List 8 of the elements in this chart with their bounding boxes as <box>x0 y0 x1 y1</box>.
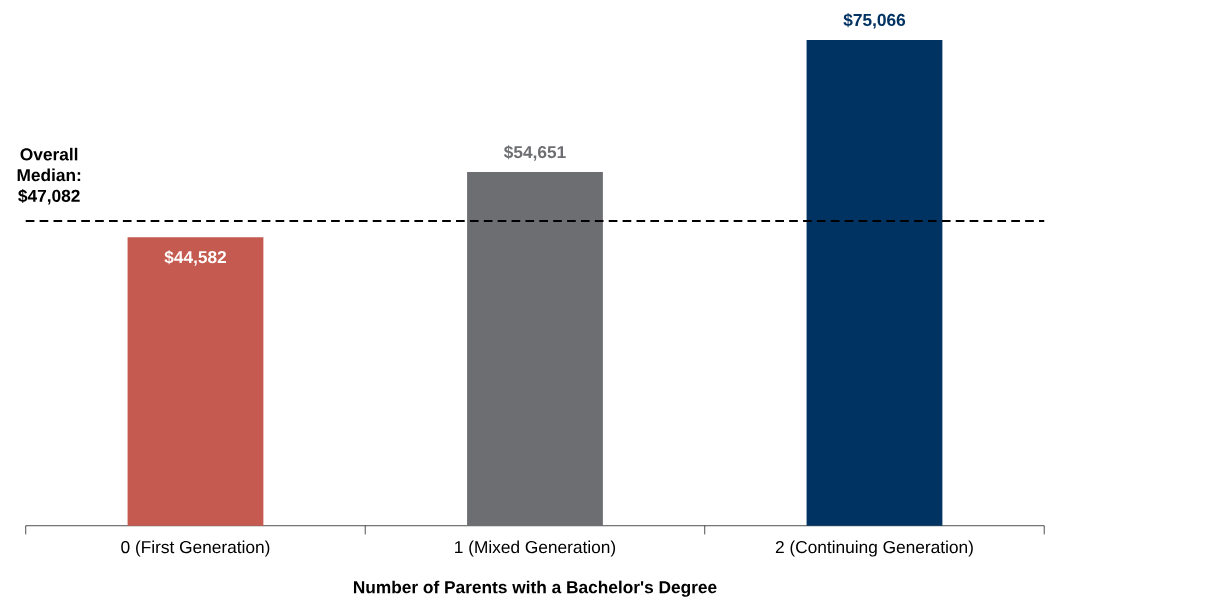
ref-line-label: Overall Median: $47,082 <box>17 147 81 205</box>
data-label: $54,651 <box>503 145 566 161</box>
x-tick-label: 1 (Mixed Generation) <box>455 540 616 557</box>
x-tick-label: 2 (Continuing Generation) <box>775 540 973 557</box>
data-label: $75,066 <box>843 12 906 29</box>
x-tick-label: 0 (First Generation) <box>121 540 270 557</box>
x-axis-title: Number of Parents with a Bachelor's Degree <box>353 580 717 597</box>
data-label: $44,582 <box>164 250 227 266</box>
